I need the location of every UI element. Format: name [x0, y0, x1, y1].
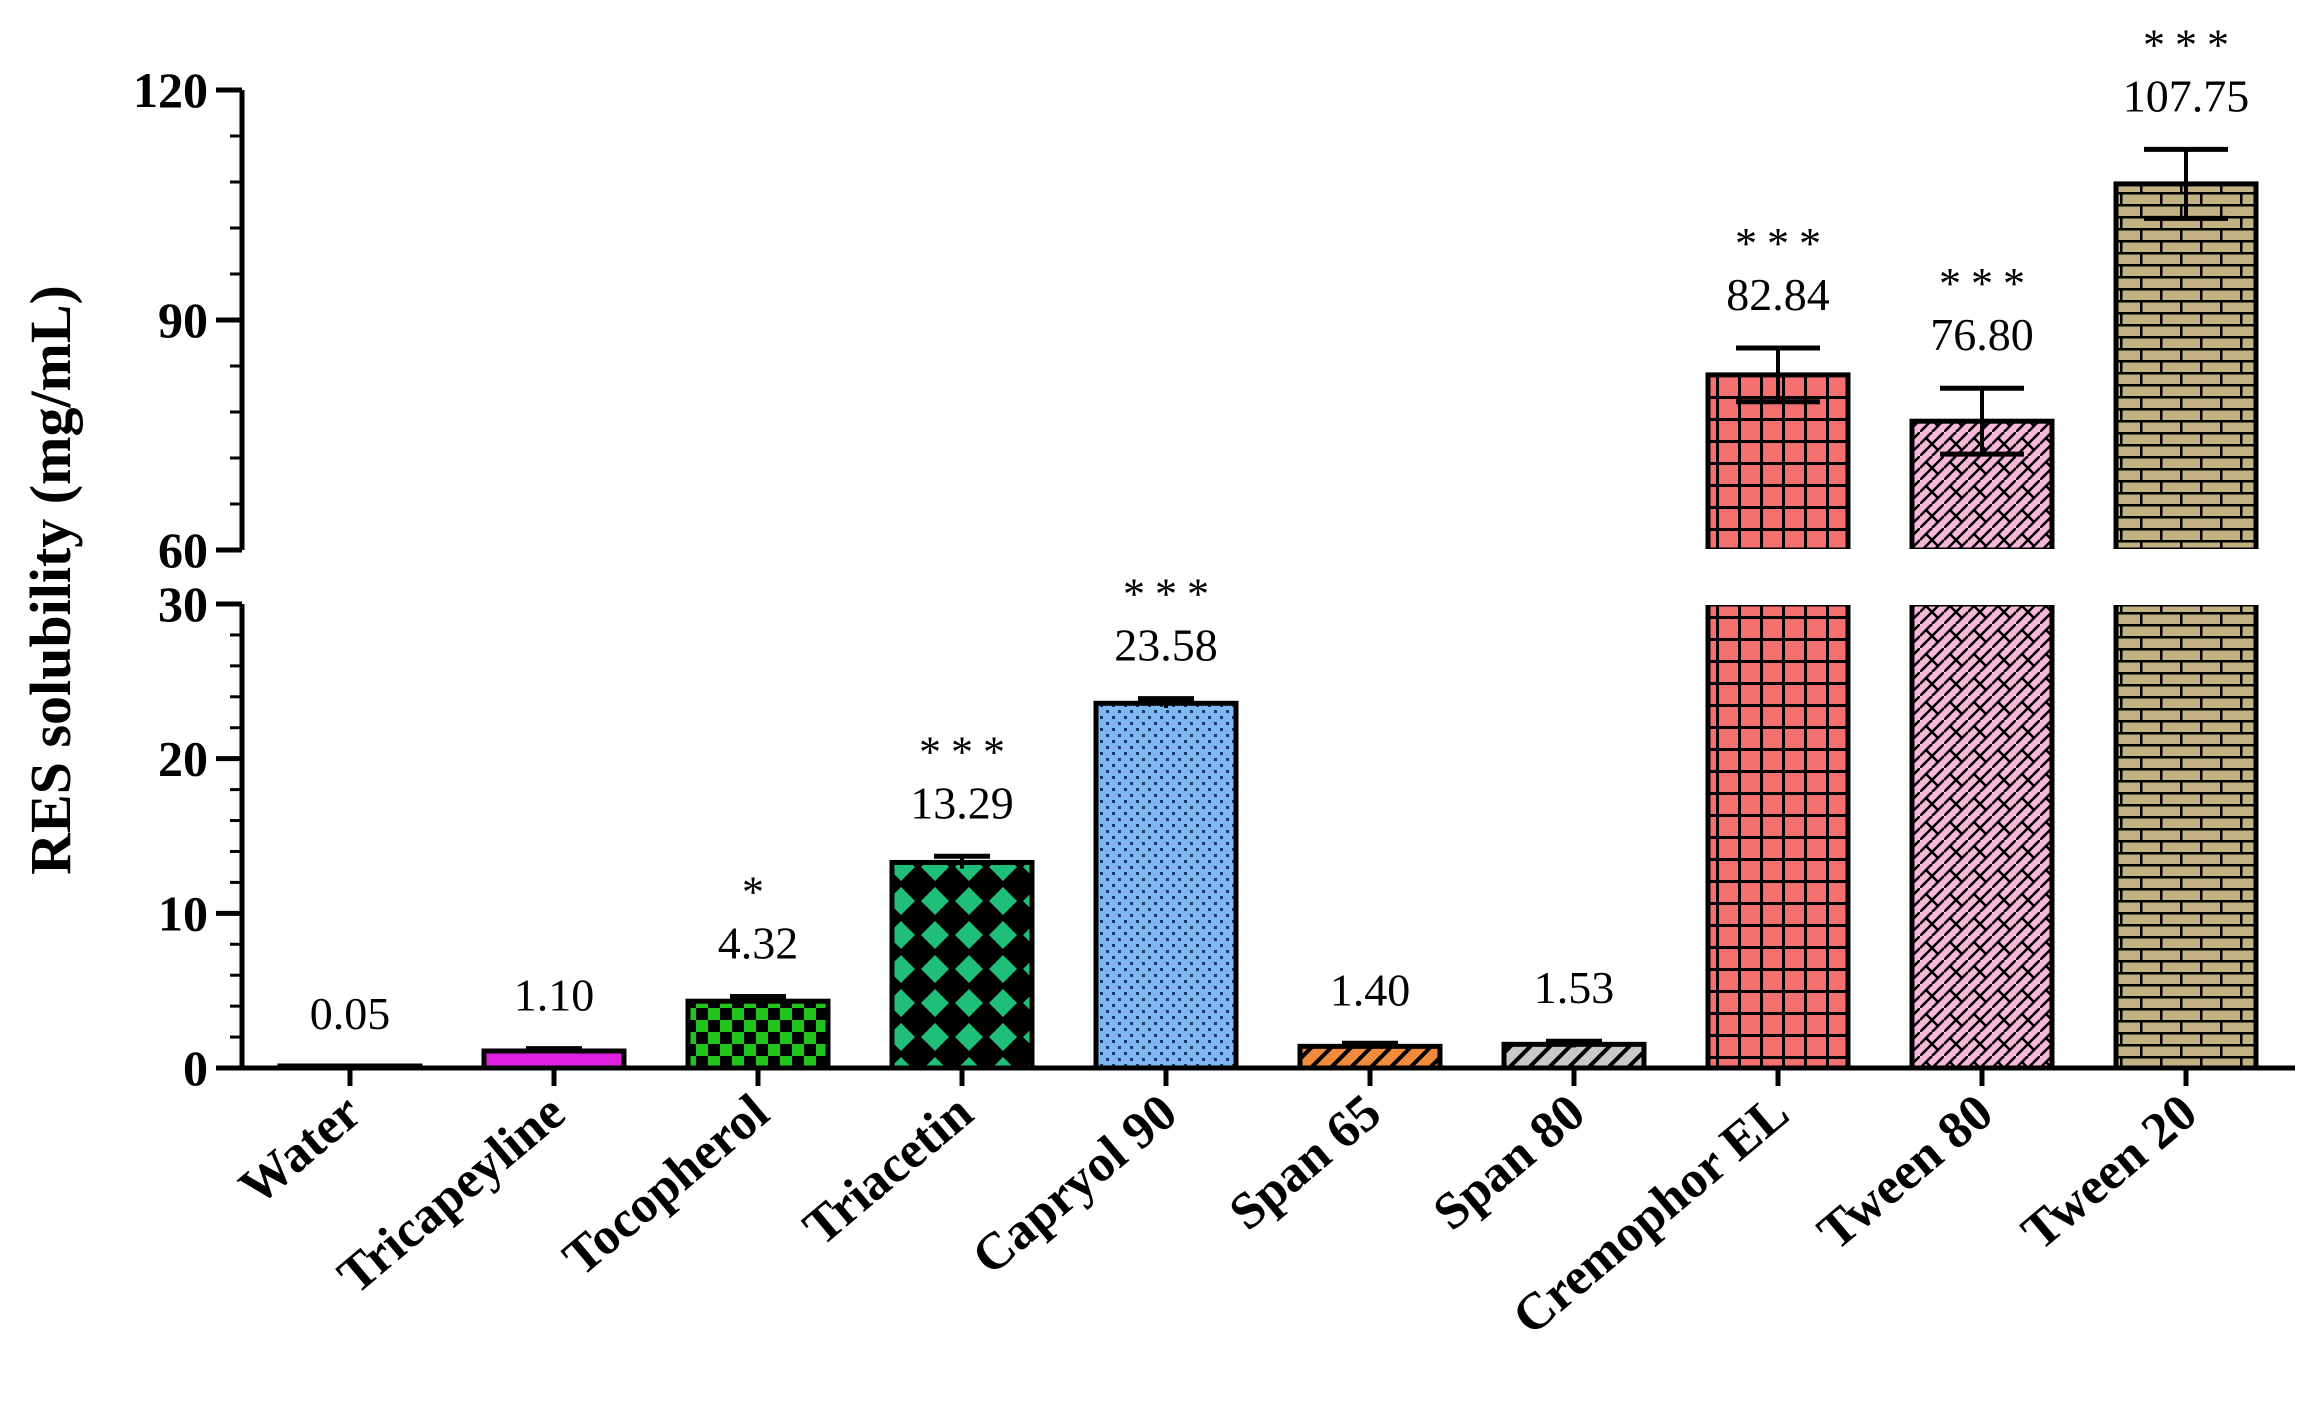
- significance-label: *: [742, 868, 774, 917]
- y-tick-label: 120: [133, 62, 208, 118]
- value-label: 1.10: [514, 970, 595, 1021]
- bar: [1093, 696, 1239, 1071]
- bar: [685, 994, 831, 1071]
- bar-rect-lower: [2113, 601, 2259, 1071]
- axis-break-gap: [1909, 549, 2055, 605]
- value-label: 107.75: [2123, 70, 2250, 121]
- significance-label: ***: [2143, 20, 2239, 69]
- bar: [481, 1046, 627, 1071]
- y-tick-label: 20: [158, 731, 208, 787]
- bar: [1501, 1038, 1647, 1071]
- value-label: 0.05: [310, 988, 391, 1039]
- bar-rect: [277, 1063, 423, 1071]
- axis-break-gap: [2113, 549, 2259, 605]
- value-label: 82.84: [1726, 269, 1830, 320]
- y-tick-label: 90: [158, 292, 208, 348]
- bar-rect-lower: [1705, 601, 1851, 1071]
- x-category-label: Water: [229, 1084, 372, 1217]
- bars: [277, 146, 2259, 1071]
- bar: [2113, 146, 2259, 1071]
- significance-label: ***: [1939, 259, 2035, 308]
- x-category-label: Tween 80: [1807, 1084, 2003, 1262]
- y-tick-label: 60: [158, 522, 208, 578]
- x-category-label: Triacetin: [793, 1083, 984, 1256]
- y-tick-label: 10: [158, 885, 208, 941]
- axis-break-gap: [1705, 549, 1851, 605]
- x-category-label: Tween 20: [2011, 1084, 2207, 1262]
- bar: [277, 1063, 423, 1071]
- x-category-label: Capryol 90: [962, 1084, 1188, 1286]
- value-label: 13.29: [910, 777, 1014, 828]
- significance-label: ***: [919, 727, 1015, 776]
- bar-rect: [481, 1048, 627, 1071]
- value-label: 4.32: [718, 918, 799, 969]
- y-tick-label: 0: [183, 1040, 208, 1096]
- value-label: 1.40: [1330, 964, 1411, 1015]
- x-category-label: Span 65: [1219, 1084, 1392, 1242]
- value-label: 23.58: [1114, 620, 1218, 671]
- bar-rect-upper: [2113, 181, 2259, 553]
- bar: [1297, 1040, 1443, 1071]
- x-category-label: Tocopherol: [553, 1084, 780, 1287]
- bar-rect-lower: [1909, 601, 2055, 1071]
- y-axis-title: RES solubility (mg/mL): [18, 285, 83, 875]
- bar-rect: [1501, 1041, 1647, 1071]
- bar: [1705, 345, 1851, 1071]
- significance-label: ***: [1123, 570, 1219, 619]
- value-label: 1.53: [1534, 962, 1615, 1013]
- x-category-label: Span 80: [1423, 1084, 1596, 1242]
- x-category-label: Tricapeyline: [327, 1084, 575, 1305]
- bar-rect: [1093, 700, 1239, 1071]
- bar-rect: [685, 998, 831, 1071]
- bar-rect: [889, 859, 1035, 1071]
- y-tick-label: 30: [158, 576, 208, 632]
- bar-rect: [1297, 1043, 1443, 1071]
- bar: [1909, 385, 2055, 1071]
- value-label: 76.80: [1930, 309, 2034, 360]
- bar: [889, 853, 1035, 1071]
- significance-label: ***: [1735, 219, 1831, 268]
